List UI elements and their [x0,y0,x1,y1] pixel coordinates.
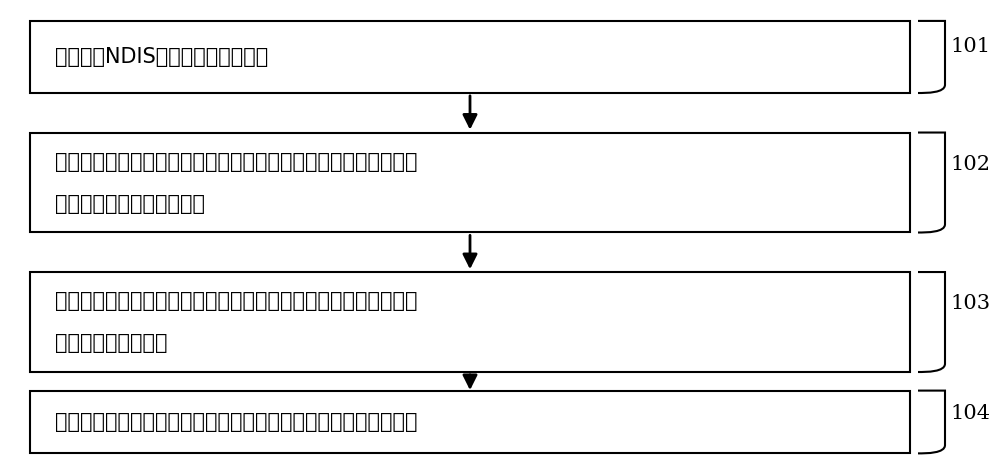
Text: 抓取流经NDIS中间层的网络数据包: 抓取流经NDIS中间层的网络数据包 [55,47,268,67]
Bar [30,133,910,232]
Bar [30,272,910,372]
Text: 101: 101 [950,37,990,56]
Text: 根据预先设置的协议集对抓取的网络数据包进行协议解析，获取抓: 根据预先设置的协议集对抓取的网络数据包进行协议解析，获取抓 [55,152,418,172]
Text: 的网络数据包的流量: 的网络数据包的流量 [55,333,168,353]
Text: 102: 102 [950,154,990,173]
Text: 利用获取的协议解析所述抓取的网络数据包的包头，得到所述抓取: 利用获取的协议解析所述抓取的网络数据包的包头，得到所述抓取 [55,291,418,311]
Text: 统计每一抓取的网络数据包的流量之和，得到终端设备的网络流量: 统计每一抓取的网络数据包的流量之和，得到终端设备的网络流量 [55,412,418,432]
Text: 取的网络数据包采用的协议: 取的网络数据包采用的协议 [55,193,205,213]
Text: 103: 103 [950,294,990,313]
Bar [30,21,910,93]
Text: 104: 104 [950,405,990,424]
Bar [30,391,910,453]
